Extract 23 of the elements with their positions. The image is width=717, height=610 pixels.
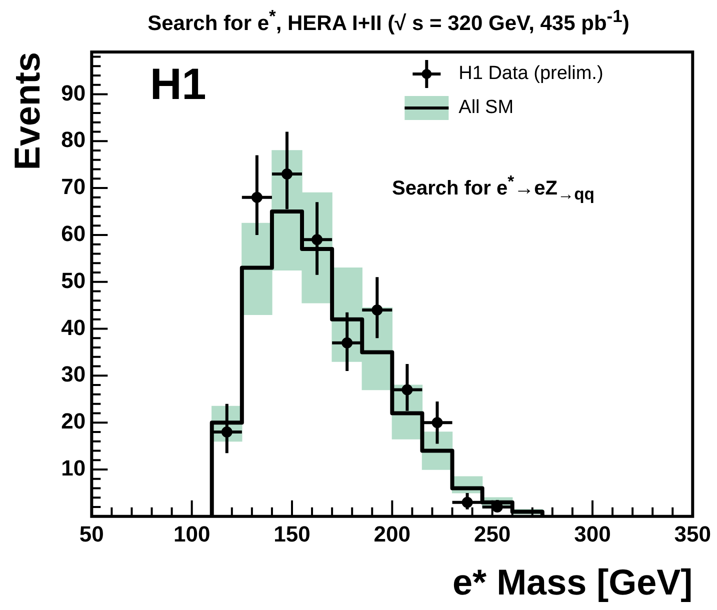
x-axis-title: e* Mass [GeV]: [452, 561, 693, 602]
x-tick-label: 300: [574, 522, 611, 547]
y-axis-title: Events: [6, 52, 48, 170]
annotation: Search for e$^{*}$→eZ$_{→qq}$: [392, 172, 594, 205]
y-tick-label: 20: [61, 408, 86, 434]
y-tick-label: 60: [61, 221, 86, 246]
x-tick-label: 100: [173, 522, 210, 547]
x-tick-label: 250: [474, 522, 511, 547]
x-tick-label: 150: [274, 522, 310, 547]
y-tick-label: 70: [61, 174, 86, 200]
annotation: H1: [150, 60, 206, 110]
y-tick-label: 30: [61, 362, 86, 387]
y-tick-label: 90: [61, 80, 86, 106]
y-tick-label: 10: [61, 456, 86, 481]
y-tick-label: 50: [61, 268, 86, 293]
legend-label: H1 Data (prelim.): [458, 63, 604, 84]
y-tick-label: 40: [61, 314, 86, 340]
x-tick-label: 350: [674, 522, 712, 547]
x-tick-label: 200: [374, 522, 411, 547]
y-tick-label: 80: [61, 127, 86, 152]
legend-label: All SM: [458, 97, 514, 118]
x-tick-label: 50: [79, 522, 104, 547]
chart-title: Search for e$^{*}$, HERA I+II (√ s = 320 GeV, 435 pb$^{-1}$): [146, 6, 630, 36]
